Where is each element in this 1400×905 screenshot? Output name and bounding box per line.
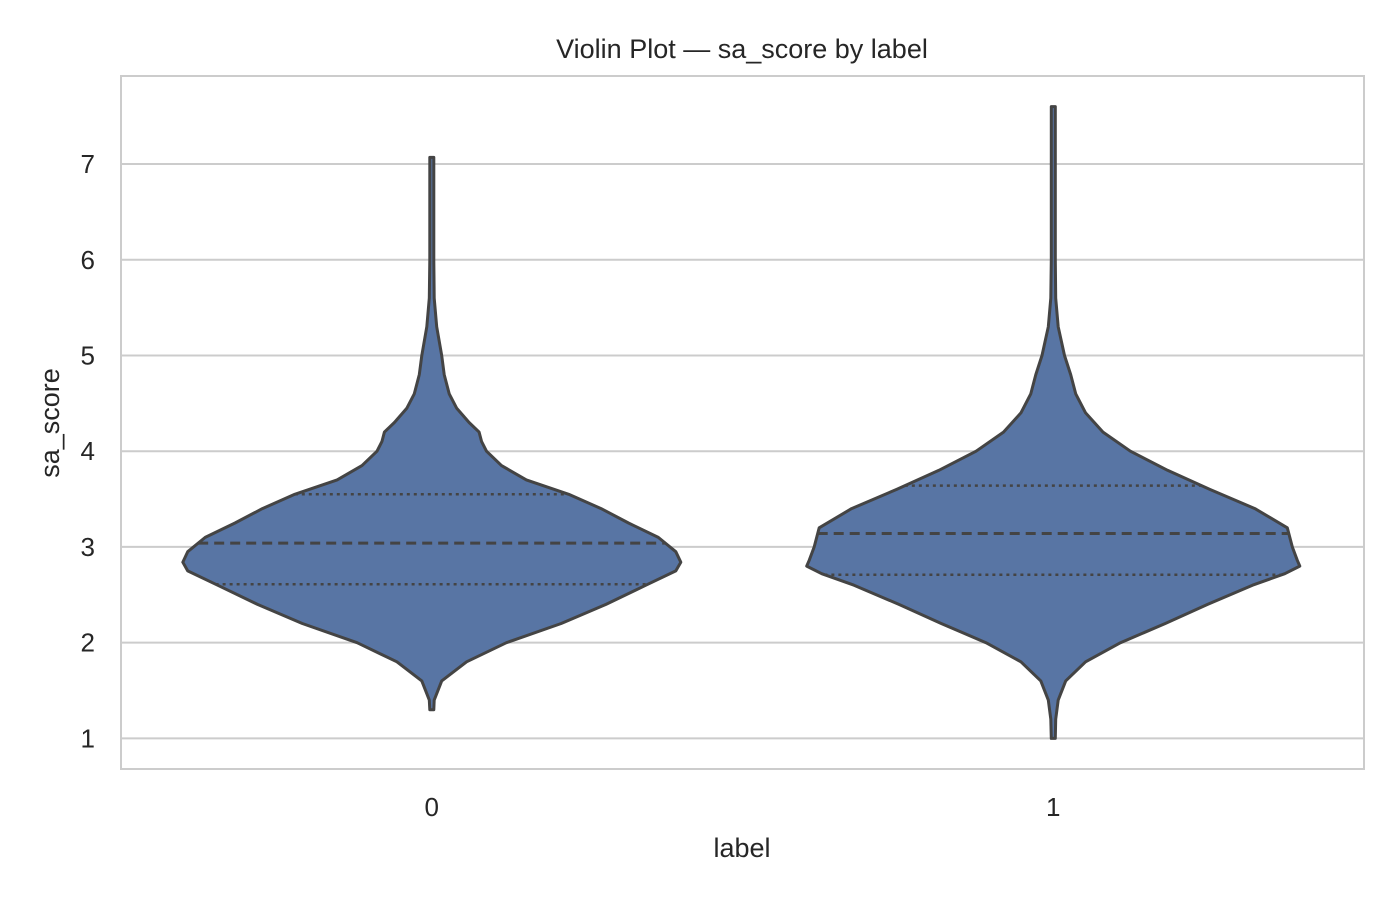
tick-layer: 1 2 3 4 5 6 7 0 1: [81, 149, 1061, 822]
chart-title: Violin Plot — sa_score by label: [556, 34, 928, 64]
y-tick-label: 7: [81, 149, 95, 179]
violin-body-0: [181, 155, 683, 712]
y-tick-label: 1: [81, 723, 95, 753]
plot-frame: [120, 75, 1365, 770]
violin-layer: [181, 105, 1302, 740]
y-tick-label: 6: [81, 245, 95, 275]
x-tick-label: 0: [425, 792, 439, 822]
x-tick-label: 1: [1046, 792, 1060, 822]
grid-layer: [121, 163, 1364, 740]
y-tick-label: 3: [81, 532, 95, 562]
y-tick-label: 4: [81, 436, 95, 466]
x-axis-label: label: [713, 833, 770, 863]
violin-body-1: [805, 105, 1302, 740]
y-axis-label: sa_score: [35, 368, 65, 478]
y-tick-label: 5: [81, 340, 95, 370]
y-tick-label: 2: [81, 628, 95, 658]
